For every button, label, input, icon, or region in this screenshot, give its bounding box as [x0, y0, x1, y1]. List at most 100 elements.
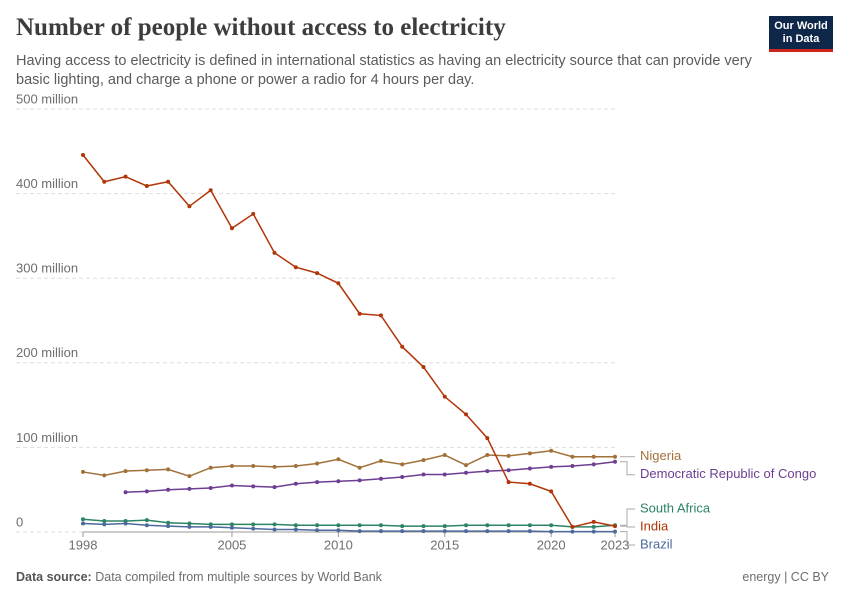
logo[interactable]: Our World in Data: [769, 16, 833, 52]
data-point: [613, 529, 617, 534]
data-point: [570, 524, 575, 529]
series-line: [82, 450, 615, 477]
data-point: [613, 524, 617, 529]
data-point: [293, 523, 298, 528]
label-connector: [620, 508, 635, 526]
data-point: [485, 529, 490, 534]
data-point: [293, 464, 298, 469]
data-point: [315, 480, 320, 485]
data-point: [187, 486, 192, 491]
series-label: India: [640, 518, 669, 533]
data-point: [464, 412, 469, 417]
data-point: [421, 524, 426, 529]
data-point: [144, 183, 149, 188]
data-point: [421, 472, 426, 477]
data-point: [166, 520, 171, 525]
data-point: [187, 474, 192, 479]
data-point: [293, 527, 298, 532]
source-text: Data compiled from multiple sources by W…: [95, 570, 382, 584]
data-point: [442, 524, 447, 529]
data-point: [378, 458, 383, 463]
chart-subtitle: Having access to electricity is defined …: [16, 53, 752, 88]
data-point: [357, 523, 362, 528]
data-point: [421, 458, 426, 463]
data-point: [442, 453, 447, 458]
x-tick-label: 2023: [601, 537, 630, 552]
data-point: [208, 465, 213, 470]
data-point: [144, 489, 149, 494]
data-point: [400, 475, 405, 480]
data-point: [229, 483, 234, 488]
chart-title: Number of people without access to elect…: [16, 14, 506, 41]
data-point: [527, 523, 532, 528]
data-point: [527, 529, 532, 534]
data-point: [336, 523, 341, 528]
y-tick-label: 0: [16, 514, 23, 529]
data-point: [485, 453, 490, 458]
y-tick-label: 100 million: [16, 430, 78, 445]
x-tick-label: 1998: [69, 537, 98, 552]
data-point: [81, 517, 85, 522]
logo-line: in Data: [782, 33, 820, 45]
data-point: [336, 281, 341, 286]
data-point: [102, 179, 107, 184]
data-point: [357, 465, 362, 470]
logo-line: Our World: [774, 20, 828, 32]
data-point: [485, 436, 490, 441]
data-point: [357, 311, 362, 316]
data-point: [123, 469, 128, 474]
data-point: [229, 525, 234, 530]
data-point: [549, 489, 554, 494]
data-point: [187, 524, 192, 529]
data-point: [166, 487, 171, 492]
data-point: [549, 464, 554, 469]
data-point: [81, 521, 85, 526]
data-point: [81, 469, 85, 474]
data-point: [208, 486, 213, 491]
data-point: [591, 529, 596, 534]
data-point: [315, 523, 320, 528]
series-label: Nigeria: [640, 448, 682, 463]
y-tick-label: 300 million: [16, 261, 78, 276]
data-point: [527, 481, 532, 486]
data-point: [464, 463, 469, 468]
y-tick-label: 200 million: [16, 345, 78, 360]
data-point: [506, 453, 511, 458]
data-point: [485, 523, 490, 528]
data-point: [442, 394, 447, 399]
data-point: [208, 524, 213, 529]
data-point: [378, 476, 383, 481]
x-tick-label: 2020: [537, 537, 566, 552]
data-point: [123, 490, 128, 495]
series-line: [82, 154, 616, 528]
data-point: [144, 468, 149, 473]
data-point: [527, 451, 532, 456]
data-point: [442, 529, 447, 534]
data-point: [336, 457, 341, 462]
data-point: [400, 462, 405, 467]
data-point: [591, 524, 596, 529]
data-point: [315, 528, 320, 533]
data-point: [81, 153, 85, 158]
data-point: [591, 519, 596, 524]
data-point: [166, 524, 171, 529]
data-point: [123, 521, 128, 526]
data-point: [506, 468, 511, 473]
data-point: [378, 523, 383, 528]
data-point: [442, 472, 447, 477]
data-point: [464, 529, 469, 534]
data-point: [464, 523, 469, 528]
data-point: [570, 464, 575, 469]
data-point: [570, 529, 575, 534]
data-point: [102, 519, 107, 524]
data-point: [251, 526, 256, 531]
data-point: [229, 522, 234, 527]
label-connector: [620, 525, 635, 528]
data-point: [144, 523, 149, 528]
data-point: [613, 454, 617, 459]
x-tick-label: 2015: [430, 537, 459, 552]
data-point: [315, 271, 320, 276]
series-line: [82, 522, 615, 533]
data-point: [166, 179, 171, 184]
